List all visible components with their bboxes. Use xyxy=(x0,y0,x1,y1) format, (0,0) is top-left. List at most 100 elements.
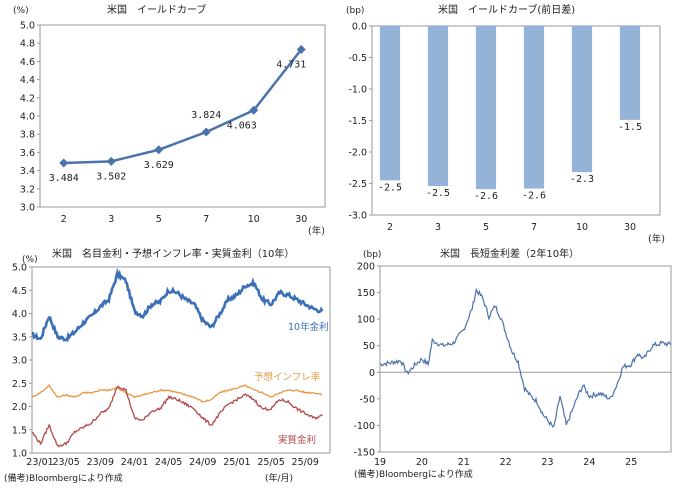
x-tick-label: 3 xyxy=(435,222,441,233)
y-tick-label: -2.5 xyxy=(348,179,367,190)
x-tick-label: 23/05 xyxy=(52,457,79,468)
y-tick-label: 3.5 xyxy=(12,332,27,343)
x-tick-label: 5 xyxy=(483,222,489,233)
y-tick-label: -1.5 xyxy=(348,116,367,127)
chart-title: 米国 名目金利・予想インフレ率・実質金利（10年） xyxy=(52,247,294,260)
series-line-real xyxy=(31,385,323,448)
y-tick-label: 4.4 xyxy=(20,75,35,86)
y-tick-label: -150 xyxy=(353,448,375,459)
rates-decomposition-chart: (%) 米国 名目金利・予想インフレ率・実質金利（10年） 5.0 4.5 4.0 3… xyxy=(4,247,331,484)
yield-curve-change-chart: (bp) 米国 イールドカーブ(前日差) 0.0 -0.5 -1.0 -1.5 -2.0… xyxy=(346,3,665,245)
y-tick-label: 1.5 xyxy=(12,425,27,436)
data-label: -2.5 xyxy=(426,188,450,199)
x-tick-label: 2 xyxy=(61,214,67,225)
y-tick-label: 4.8 xyxy=(20,39,35,50)
x-tick-label: 19 xyxy=(374,457,386,468)
y-unit-label: (%) xyxy=(22,255,38,265)
x-tick-label: 25/09 xyxy=(292,457,319,468)
plot-area xyxy=(39,24,326,208)
y-tick-label: -2.0 xyxy=(348,148,367,159)
y-tick-label: 3.2 xyxy=(20,184,35,195)
y-tick-label: 0.0 xyxy=(352,22,367,33)
plot-area xyxy=(379,265,672,453)
bar xyxy=(571,26,593,173)
bar xyxy=(475,26,497,190)
x-tick-label: 24/09 xyxy=(189,457,216,468)
y-tick-label: 3.0 xyxy=(20,203,35,214)
data-label: 4.063 xyxy=(227,120,257,131)
x-tick-label: 25 xyxy=(625,457,637,468)
y-tick-label: -1.0 xyxy=(348,85,367,96)
y-tick-label: 4.0 xyxy=(20,112,35,123)
x-tick-label: 23/09 xyxy=(87,457,114,468)
y-tick-label: 4.6 xyxy=(20,57,35,68)
data-label: -2.3 xyxy=(570,174,594,185)
x-tick-label: 21 xyxy=(458,457,470,468)
series-line xyxy=(63,48,303,165)
y-tick-label: 3.0 xyxy=(12,356,27,367)
x-tick-label: 5 xyxy=(156,214,162,225)
x-tick-label: 23/01 xyxy=(26,457,53,468)
y-tick-label: 3.4 xyxy=(20,166,35,177)
x-tick-label: 23 xyxy=(541,457,553,468)
plot-area xyxy=(371,25,661,216)
bar xyxy=(379,26,401,181)
y-tick-label: 0 xyxy=(369,368,375,379)
source-note: (備考)Bloombergにより作成 xyxy=(354,468,473,480)
y-tick-label: 2.5 xyxy=(12,379,27,390)
y-tick-label: 5.0 xyxy=(12,263,27,274)
x-tick-label: 3 xyxy=(108,214,114,225)
y-tick-label: 4.5 xyxy=(12,286,27,297)
y-tick-label: -0.5 xyxy=(348,53,367,64)
series-line xyxy=(379,287,672,428)
x-unit-label: (年/月) xyxy=(265,472,293,484)
chart-title: 米国 イールドカーブ(前日差) xyxy=(438,3,575,16)
data-label: 4.731 xyxy=(276,59,306,70)
data-label: 3.629 xyxy=(144,160,174,171)
x-tick-label: 24 xyxy=(583,457,595,468)
y-tick-label: 200 xyxy=(357,262,375,273)
data-label: 3.824 xyxy=(191,110,221,121)
y-tick-label: -50 xyxy=(359,394,375,405)
x-tick-label: 25/05 xyxy=(257,457,284,468)
chart-title: 米国 長短金利差（2年10年） xyxy=(440,247,579,260)
legend-label-nominal: 10年金利 xyxy=(288,321,329,333)
data-point-marker xyxy=(59,158,69,168)
data-point-marker xyxy=(154,145,164,155)
legend-label-real: 実質金利 xyxy=(278,434,316,446)
y-tick-label: 4.0 xyxy=(12,309,27,320)
source-note: (備考)Bloombergにより作成 xyxy=(4,472,123,484)
x-tick-label: 10 xyxy=(248,214,260,225)
data-label: -2.5 xyxy=(378,182,402,193)
data-point-marker xyxy=(296,44,306,54)
y-unit-label: (bp) xyxy=(363,250,381,260)
x-tick-label: 7 xyxy=(531,222,537,233)
bar xyxy=(619,26,641,120)
data-label: 3.502 xyxy=(96,171,126,182)
y-tick-label: 3.8 xyxy=(20,130,35,141)
legend-label-breakeven: 予想インフレ率 xyxy=(254,371,321,383)
series-line-nominal xyxy=(31,268,324,343)
x-tick-label: 25/01 xyxy=(223,457,250,468)
data-label: -1.5 xyxy=(618,122,642,133)
yield-curve-chart: (%) 米国 イールドカーブ 5.0 4.8 4.6 4.4 4.2 4.0 3.8 3.6 3… xyxy=(13,3,326,237)
x-tick-label: 30 xyxy=(295,214,307,225)
x-tick-label: 24/01 xyxy=(121,457,148,468)
x-tick-label: 22 xyxy=(500,457,512,468)
series-line-breakeven xyxy=(31,383,323,403)
y-tick-label: 150 xyxy=(357,288,375,299)
x-tick-label: 30 xyxy=(624,222,636,233)
y-tick-label: -3.0 xyxy=(348,211,367,222)
x-tick-label: 10 xyxy=(576,222,588,233)
x-tick-label: 2 xyxy=(387,222,393,233)
data-label: -2.6 xyxy=(474,191,498,202)
data-point-marker xyxy=(201,127,211,137)
y-tick-label: 50 xyxy=(363,341,375,352)
y-unit-label: (%) xyxy=(13,6,29,16)
x-tick-label: 20 xyxy=(416,457,428,468)
y-tick-label: 3.6 xyxy=(20,148,35,159)
y-unit-label: (bp) xyxy=(346,6,364,16)
term-spread-chart: (bp) 米国 長短金利差（2年10年） 200 150 100 50 0 -50 -100… xyxy=(353,247,672,480)
data-label: -2.6 xyxy=(522,191,546,202)
